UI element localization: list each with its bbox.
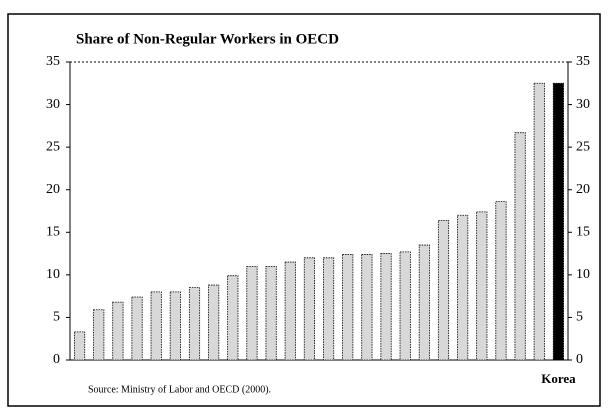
bar xyxy=(533,82,545,361)
bar xyxy=(284,261,296,361)
bar xyxy=(208,284,220,361)
bar xyxy=(265,265,277,361)
bar xyxy=(112,301,124,361)
bar xyxy=(74,331,86,361)
bar xyxy=(342,254,354,361)
y2-tick-label: 20 xyxy=(576,182,590,197)
y2-tick-label: 10 xyxy=(576,267,590,282)
bar xyxy=(246,265,258,361)
bar xyxy=(93,309,105,361)
bar xyxy=(188,287,201,361)
y-tick-label: 25 xyxy=(46,139,60,154)
bar xyxy=(495,201,507,361)
y-tick-label: 20 xyxy=(46,182,60,197)
y2-tick-label: 0 xyxy=(576,352,583,367)
chart-frame xyxy=(7,13,601,407)
bar xyxy=(361,254,373,361)
y2-tick-label: 25 xyxy=(576,139,590,154)
bar xyxy=(227,275,239,361)
bar xyxy=(399,251,411,361)
y-tick-label: 10 xyxy=(46,267,60,282)
bar xyxy=(323,257,335,361)
y-tick-label: 15 xyxy=(46,225,60,240)
chart-title: Share of Non-Regular Workers in OECD xyxy=(76,31,339,47)
y2-tick-label: 15 xyxy=(576,225,590,240)
bar xyxy=(437,219,450,361)
bar xyxy=(418,244,430,361)
y2-tick-label: 30 xyxy=(576,97,590,112)
bar xyxy=(380,253,392,361)
y-tick-label: 35 xyxy=(46,54,60,69)
y-tick-label: 0 xyxy=(53,352,60,367)
x-tick-label: Korea xyxy=(541,371,576,386)
bar xyxy=(552,82,564,361)
y2-tick-label: 5 xyxy=(576,310,583,325)
y2-tick-label: 35 xyxy=(576,54,590,69)
bar xyxy=(150,291,162,361)
y-tick-label: 5 xyxy=(53,310,60,325)
bar xyxy=(476,211,488,361)
bar xyxy=(457,214,469,361)
bar xyxy=(303,257,315,361)
bar xyxy=(131,296,143,361)
bar xyxy=(169,291,181,361)
y-tick-label: 30 xyxy=(46,97,60,112)
bar xyxy=(514,132,526,361)
source-note: Source: Ministry of Labor and OECD (2000… xyxy=(88,384,271,395)
